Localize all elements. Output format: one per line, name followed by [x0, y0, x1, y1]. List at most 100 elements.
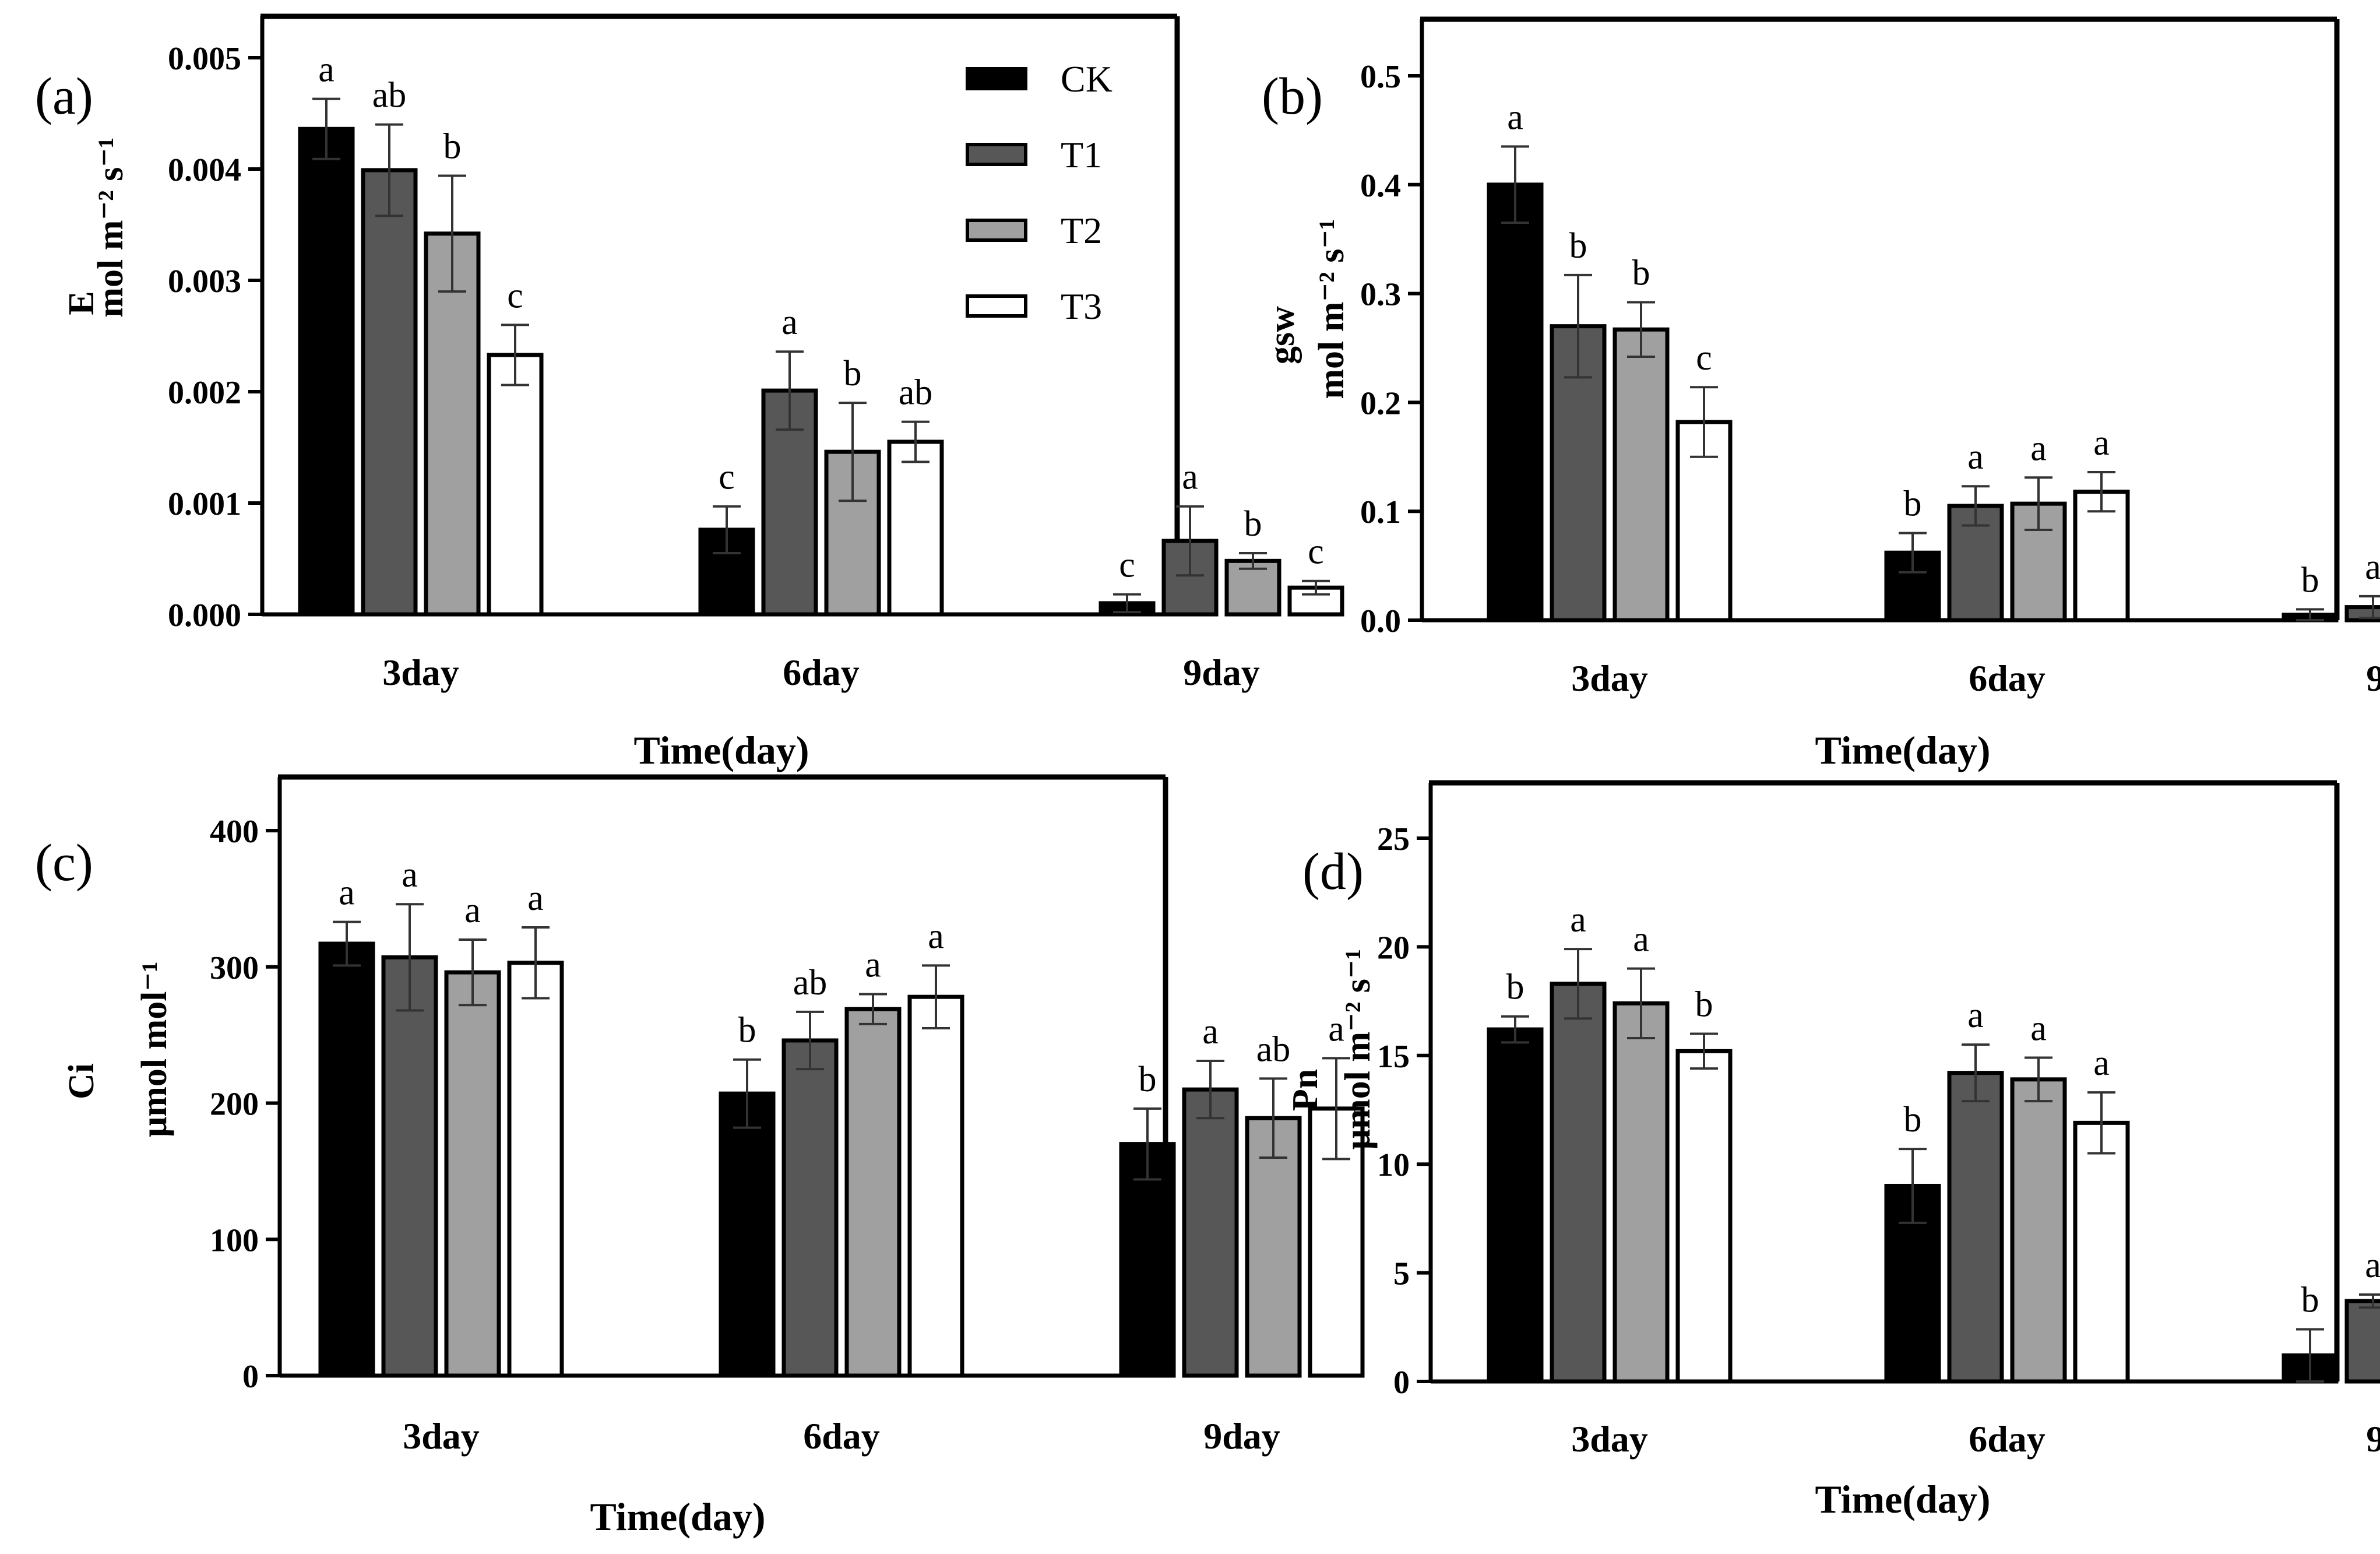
panel-d-bar-6day-CK [1884, 1183, 1941, 1384]
panel-b-bar-3day-T2 [1613, 327, 1670, 623]
panel-d-bar-6day-T1 [1947, 1071, 2004, 1384]
panel-a-ytick-label: 0.000 [168, 597, 241, 634]
panel-b-categories: 3day 6day 9day [1571, 658, 2380, 699]
panel-a-ytick-label: 0.004 [168, 152, 241, 188]
panel-a-yticks: 0.000 0.001 0.002 0.003 0.004 0.005 [168, 13, 1180, 634]
panel-c-sig-letter-9day-T3: a [1328, 1009, 1344, 1049]
panel-c-category-label: 3day [403, 1415, 480, 1457]
panel-a-sig-letter-3day-T2: b [443, 126, 462, 166]
panel-c-ylabel-main: Ci [62, 1063, 101, 1099]
panel-d-xlabel: Time(day) [1815, 1477, 1991, 1521]
panel-a-label: (a) [35, 68, 93, 125]
panel-b-bar-3day-T3 [1675, 420, 1733, 623]
panel-d-sig-letter-3day-CK: b [1506, 968, 1525, 1007]
legend: CK T1 T2 T3 [966, 58, 1112, 327]
panel-a-bar-3day-CK [298, 126, 355, 617]
panel-b-sig-letter-3day-T1: b [1569, 226, 1587, 266]
panel-d-bar-9day-T1 [2344, 1299, 2380, 1384]
panel-c-bar-3day-T3 [507, 961, 564, 1378]
panel-c-label: (c) [35, 834, 93, 892]
panel-b-ylabel-main: gsw [1262, 306, 1302, 364]
panel-a-ytick-label: 0.001 [168, 486, 241, 522]
panel-a-bar-3day-T1 [361, 168, 418, 617]
panel-d-categories: 3day 6day 9day [1571, 1418, 2380, 1460]
panel-c-bar-3day-T1 [381, 955, 438, 1378]
panel-a-sig-letter-3day-CK: a [318, 50, 335, 90]
panel-c-sig-letter-9day-T2: ab [1256, 1029, 1291, 1069]
panel-a-ytick-label: 0.005 [168, 41, 241, 77]
panel-b-bar-3day-CK [1487, 182, 1544, 623]
legend-label-ck: CK [1061, 58, 1112, 100]
panel-a-bar-3day-T3 [487, 353, 544, 617]
panel-b-bar-6day-T3 [2073, 490, 2130, 623]
panel-d-category-label: 6day [1969, 1418, 2045, 1460]
panel-a-category-label: 6day [783, 652, 860, 693]
panel-c-sig-letter-6day-CK: b [738, 1011, 756, 1050]
panel-c-xlabel: Time(day) [590, 1495, 766, 1539]
panel-c-sig-letter-3day-CK: a [339, 873, 355, 913]
panel-b: (b) gsw mol m⁻² s⁻¹ Time(day) 0.00.10.20… [1262, 16, 2380, 772]
panel-d-sig-letter-6day-T3: a [2093, 1043, 2110, 1083]
panel-a-sig-letter-3day-T3: c [507, 276, 523, 315]
panel-d-category-label: 3day [1571, 1418, 1648, 1460]
panel-d-ytick-label: 15 [1377, 1039, 1410, 1075]
panel-b-ytick-label: 0.0 [1360, 603, 1401, 639]
panel-b-ytick-label: 0.3 [1360, 277, 1401, 313]
panel-d-label: (d) [1302, 843, 1364, 901]
panel-b-ytick-label: 0.4 [1360, 168, 1401, 204]
panel-d: (d) Pn μmol m⁻² s⁻¹ Time(day) 0 5 10 15 20 25… [1286, 780, 2380, 1521]
panel-c-bar-6day-CK [719, 1091, 776, 1378]
panel-b-sig-letter-3day-T2: b [1632, 254, 1650, 293]
panel-d-sig-letter-3day-T1: a [1570, 900, 1586, 940]
panel-a-ytick-label: 0.002 [168, 375, 241, 411]
panel-c-sig-letter-6day-T3: a [928, 916, 944, 956]
legend-label-t3: T3 [1061, 286, 1102, 327]
panel-b-ytick-label: 0.5 [1360, 59, 1401, 95]
panel-a-sig-letter-6day-T1: a [781, 303, 798, 342]
panel-b-sig-letter-6day-T2: a [2030, 428, 2047, 468]
panel-d-ytick-label: 5 [1393, 1256, 1410, 1292]
panel-b-ylabel-unit: mol m⁻² s⁻¹ [1312, 219, 1351, 399]
panel-b-sig-letter-9day-CK: b [2301, 560, 2319, 600]
panel-c-sig-letter-9day-T1: a [1202, 1012, 1219, 1052]
panel-d-sig-letter-9day-T1: a [2365, 1246, 2380, 1285]
panel-a-sig-letter-9day-T1: a [1182, 458, 1198, 497]
panel-b-sig-letter-6day-T1: a [1967, 437, 1984, 477]
panel-a-sig-letter-6day-CK: c [719, 458, 735, 497]
panel-b-category-label: 6day [1969, 658, 2045, 699]
panel-c-ylabel-unit: μmol mol⁻¹ [135, 961, 174, 1137]
panel-c: (c) Ci μmol mol⁻¹ Time(day) 0 100 200 300 40… [35, 774, 1365, 1539]
panel-c-sig-letter-9day-CK: b [1139, 1060, 1157, 1099]
panel-b-sig-letter-6day-T3: a [2093, 423, 2110, 463]
panel-b-label: (b) [1262, 68, 1323, 125]
panel-a-categories: 3day 6day 9day [382, 652, 1260, 693]
panel-a-ytick-label: 0.003 [168, 263, 241, 300]
panel-d-sig-letter-9day-CK: b [2301, 1281, 2319, 1320]
legend-swatch-t2 [966, 219, 1027, 242]
panel-d-ylabel-main: Pn [1286, 1069, 1325, 1111]
legend-swatch-ck [966, 67, 1027, 90]
panel-a-sig-letter-3day-T1: ab [372, 76, 407, 115]
panel-c-sig-letter-3day-T1: a [402, 855, 418, 895]
panel-d-sig-letter-3day-T2: a [1633, 920, 1649, 959]
panel-d-sig-letter-3day-T3: b [1695, 985, 1713, 1025]
panel-d-ytick-label: 10 [1377, 1147, 1410, 1183]
legend-label-t2: T2 [1061, 210, 1102, 251]
legend-swatch-t1 [966, 143, 1027, 166]
panel-b-xlabel: Time(day) [1815, 728, 1991, 772]
panel-b-yticks: 0.0 0.1 0.2 0.3 0.4 0.5 [1360, 16, 2340, 639]
panel-a-category-label: 3day [382, 652, 459, 693]
panel-d-category-label: 9day [2366, 1418, 2380, 1460]
panel-d-bar-3day-T3 [1675, 1049, 1733, 1384]
panel-d-ytick-label: 25 [1377, 821, 1410, 857]
panel-c-category-label: 6day [803, 1415, 880, 1457]
panel-c-sig-letter-3day-T3: a [527, 878, 544, 918]
legend-label-t1: T1 [1061, 134, 1102, 175]
panel-a-sig-letter-6day-T2: b [844, 354, 862, 393]
panel-a-ylabel-main: E [62, 291, 101, 315]
panel-d-sig-letter-6day-T2: a [2030, 1009, 2047, 1049]
panel-d-bars: baabbaaabaaa [1487, 900, 2380, 1384]
panel-c-bar-9day-CK [1119, 1142, 1176, 1378]
panel-b-bars: abbcbaaabaaa [1487, 97, 2380, 623]
